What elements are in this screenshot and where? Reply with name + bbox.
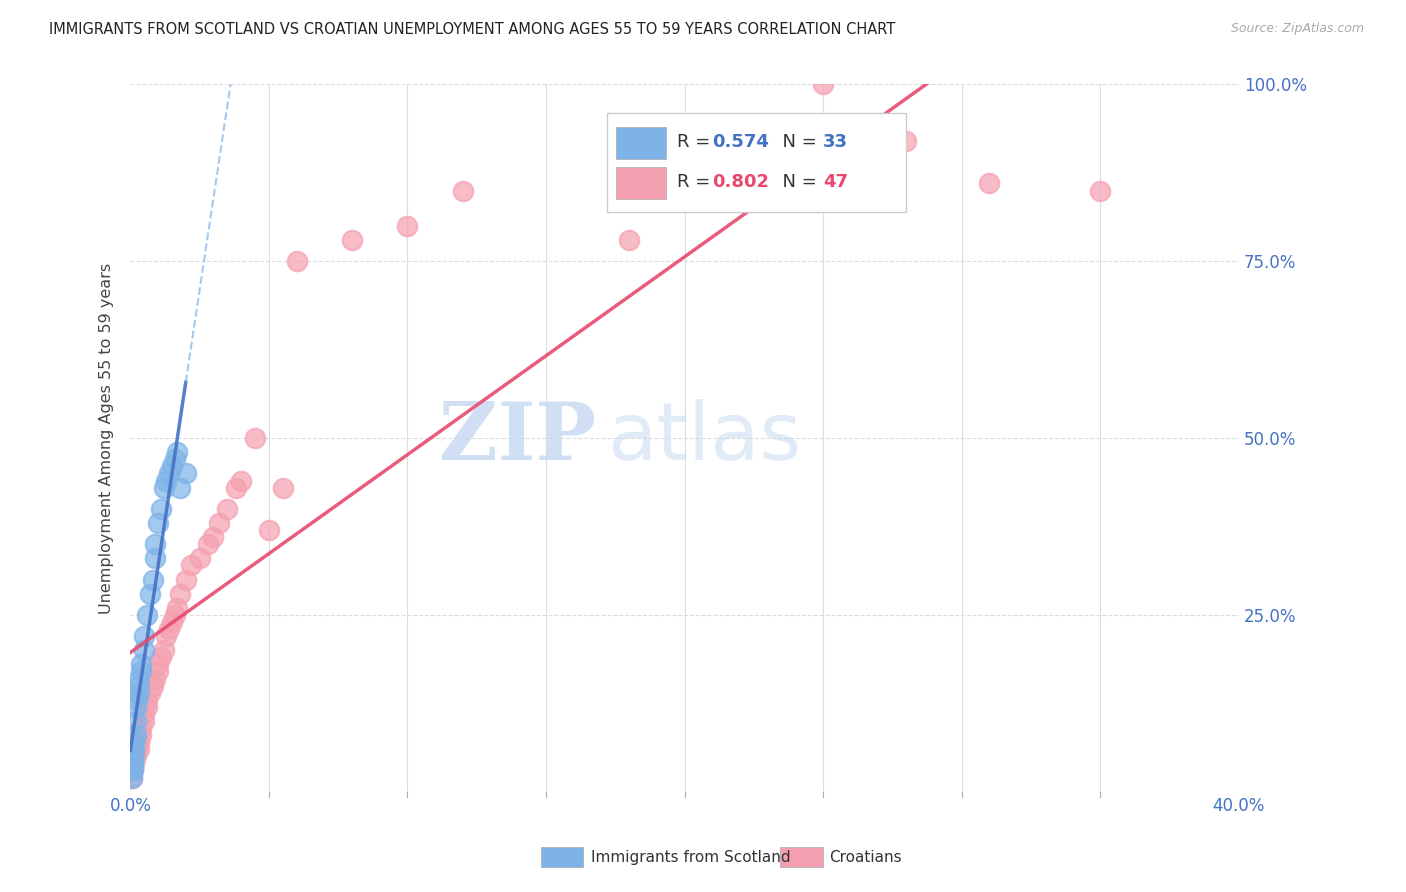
Point: [155, 474, 177, 488]
Point: [217, 501, 239, 516]
Point: [131, 728, 153, 742]
Point: [202, 530, 225, 544]
FancyBboxPatch shape: [607, 112, 907, 211]
Point: [188, 551, 211, 566]
Point: [121, 771, 143, 785]
Point: [141, 679, 163, 693]
Text: 47: 47: [823, 173, 848, 191]
Point: [125, 742, 148, 756]
Point: [138, 587, 160, 601]
Point: [231, 474, 253, 488]
Point: [157, 622, 180, 636]
Point: [128, 679, 150, 693]
Point: [124, 756, 146, 771]
Point: [136, 699, 159, 714]
FancyBboxPatch shape: [616, 167, 665, 199]
Point: [131, 657, 153, 672]
Point: [128, 672, 150, 686]
Point: [163, 607, 186, 622]
Point: [166, 600, 188, 615]
Point: [146, 665, 169, 679]
Point: [197, 537, 219, 551]
Point: [285, 254, 308, 268]
Point: [174, 467, 197, 481]
Point: [141, 573, 163, 587]
Point: [271, 481, 294, 495]
Y-axis label: Unemployment Among Ages 55 to 59 years: Unemployment Among Ages 55 to 59 years: [100, 262, 114, 614]
Point: [1090, 184, 1112, 198]
Text: 0.802: 0.802: [713, 173, 769, 191]
Text: Source: ZipAtlas.com: Source: ZipAtlas.com: [1230, 22, 1364, 36]
Point: [125, 699, 148, 714]
Point: [979, 177, 1001, 191]
Point: [152, 481, 174, 495]
Point: [124, 735, 146, 749]
Point: [149, 650, 172, 665]
Point: [125, 714, 148, 728]
Point: [180, 558, 202, 573]
Point: [155, 629, 177, 643]
Point: [138, 686, 160, 700]
Point: [122, 756, 145, 771]
Text: atlas: atlas: [607, 399, 801, 477]
FancyBboxPatch shape: [616, 127, 665, 159]
Text: 33: 33: [823, 134, 848, 152]
Point: [124, 742, 146, 756]
Point: [131, 721, 153, 735]
Point: [121, 764, 143, 778]
Point: [146, 516, 169, 530]
Point: [257, 523, 280, 537]
Point: [243, 431, 266, 445]
Point: [128, 742, 150, 756]
Point: [160, 459, 183, 474]
Point: [152, 643, 174, 657]
Point: [163, 452, 186, 467]
Point: [121, 771, 143, 785]
Point: [896, 134, 918, 148]
Point: [127, 692, 149, 706]
Point: [146, 657, 169, 672]
Point: [169, 587, 191, 601]
Point: [208, 516, 231, 530]
Point: [136, 607, 159, 622]
Point: [340, 233, 363, 247]
Point: [134, 643, 156, 657]
Point: [811, 78, 834, 92]
Text: N =: N =: [770, 134, 823, 152]
Text: ZIP: ZIP: [439, 399, 596, 477]
Point: [131, 665, 153, 679]
Point: [128, 686, 150, 700]
Text: 0.574: 0.574: [713, 134, 769, 152]
Text: Immigrants from Scotland: Immigrants from Scotland: [591, 850, 790, 864]
Text: Croatians: Croatians: [830, 850, 903, 864]
Point: [143, 537, 166, 551]
Text: R =: R =: [676, 134, 716, 152]
Point: [122, 760, 145, 774]
Text: IMMIGRANTS FROM SCOTLAND VS CROATIAN UNEMPLOYMENT AMONG AGES 55 TO 59 YEARS CORR: IMMIGRANTS FROM SCOTLAND VS CROATIAN UNE…: [49, 22, 896, 37]
Point: [136, 692, 159, 706]
Text: N =: N =: [770, 173, 823, 191]
Point: [166, 445, 188, 459]
Point: [617, 233, 640, 247]
Point: [174, 573, 197, 587]
Point: [134, 629, 156, 643]
Point: [157, 467, 180, 481]
Point: [125, 728, 148, 742]
Point: [122, 764, 145, 778]
Point: [128, 735, 150, 749]
Point: [125, 749, 148, 764]
Point: [169, 481, 191, 495]
Point: [149, 501, 172, 516]
Text: R =: R =: [676, 173, 716, 191]
Point: [451, 184, 474, 198]
Point: [143, 551, 166, 566]
Point: [134, 714, 156, 728]
Point: [396, 219, 419, 233]
Point: [143, 672, 166, 686]
Point: [134, 706, 156, 721]
Point: [160, 615, 183, 629]
Point: [225, 481, 247, 495]
Point: [122, 749, 145, 764]
